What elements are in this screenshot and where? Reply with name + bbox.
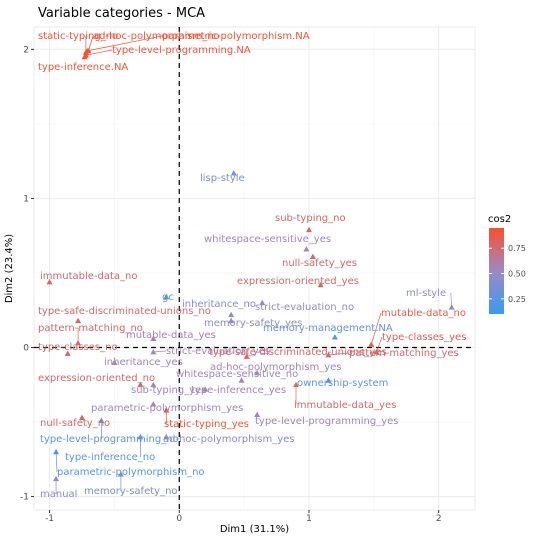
x-tick-label: 1 (306, 514, 312, 524)
label-expression-oriented_no: expression-oriented_no (38, 373, 155, 384)
label-ownership-system: ownership-system (297, 378, 388, 389)
label-immutable-data_yes: immutable-data_yes (294, 400, 396, 411)
y-tick-label: 1 (23, 194, 29, 204)
label-gc: gc (162, 292, 174, 303)
x-tick-label: -1 (45, 514, 54, 524)
label-null-safety_no: null-safety_no (40, 418, 110, 429)
label-type-inference_yes: type-inference_yes (191, 385, 286, 396)
label-type-classes_yes: type-classes_yes (382, 332, 466, 343)
legend-tick-label: 0.50 (508, 270, 526, 279)
y-tick-label: 2 (23, 45, 29, 55)
label-type-level-programming.NA: type-level-programming.NA (112, 45, 251, 56)
label-whitespace-sensitive_yes: whitespace-sensitive_yes (204, 234, 331, 245)
legend-title: cos2 (488, 214, 511, 225)
y-axis-title: Dim2 (23.4%) (4, 234, 15, 303)
label-sub-typing_no: sub-typing_no (275, 213, 346, 224)
y-tick-label: 0 (23, 344, 29, 354)
label-type-level-programming_yes: type-level-programming_yes (255, 416, 399, 427)
label-immutable-data_no: immutable-data_no (40, 271, 138, 282)
y-tick-label: -1 (20, 493, 29, 503)
label-memory-safety_no: memory-safety_no (84, 486, 178, 497)
label-null-safety_yes: null-safety_yes (282, 258, 357, 269)
legend-colorbar (489, 228, 504, 314)
label-manual: manual (40, 489, 77, 500)
label-type-level-programming_no: type-level-programming_no (40, 434, 179, 445)
label-type-inference.NA: type-inference.NA (38, 62, 128, 73)
x-axis-title: Dim1 (31.1%) (220, 524, 289, 535)
label-pattern-matching_no: pattern-matching_no (38, 323, 143, 334)
label-parametric-polymorphism_yes: parametric-polymorphism_yes (91, 403, 243, 414)
label-static-typing_yes: static-typing_yes (164, 419, 249, 430)
label-whitespace-sensitive_no: whitespace-sensitive_no (176, 369, 298, 380)
chart-title: Variable categories - MCA (38, 6, 205, 21)
label-ad-hoc-polymorphism_yes: ad-hoc-polymorphism_yes (163, 434, 294, 445)
label-expression-oriented_yes: expression-oriented_yes (237, 276, 359, 287)
legend-tick-label: 0.75 (508, 244, 526, 253)
label-parametric-polymorphism_no: parametric-polymorphism_no (57, 467, 205, 478)
label-lisp-style: lisp-style (200, 173, 245, 184)
label-strict-evaluation_no: strict-evaluation_no (255, 302, 354, 313)
label-parametric-polymorphism.NA: parametric-polymorphism.NA (162, 31, 310, 42)
label-inheritance_yes: inheritance_yes (104, 357, 183, 368)
label-type-classes_no: type-classes_no (38, 342, 118, 353)
label-type-inference_no: type-inference_no (65, 452, 155, 463)
label-memory-management.NA: memory-management.NA (263, 323, 393, 334)
label-mutable-data_no: mutable-data_no (381, 308, 466, 319)
label-ml-style: ml-style (406, 288, 446, 299)
label-type-safe-discriminated-unions_no: type-safe-discriminated-unions_no (38, 306, 211, 317)
x-tick-label: 0 (176, 514, 182, 524)
legend-tick-label: 0.25 (508, 295, 526, 304)
x-tick-label: 2 (436, 514, 442, 524)
label-pattern-matching_yes: pattern-matching_yes (349, 348, 459, 359)
